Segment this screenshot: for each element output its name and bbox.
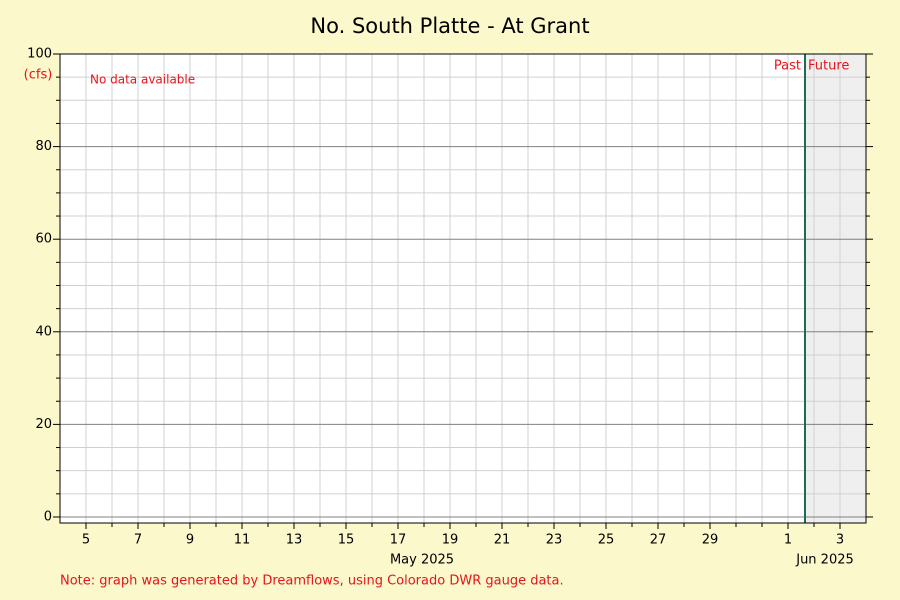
month-label: Jun 2025 bbox=[795, 553, 854, 568]
future-label: Future bbox=[808, 59, 849, 74]
past-label: Past bbox=[774, 59, 801, 74]
y-tick-label: 40 bbox=[35, 324, 52, 339]
x-tick-label: 11 bbox=[234, 533, 251, 548]
x-tick-label: 3 bbox=[836, 533, 844, 548]
y-unit-label: (cfs) bbox=[24, 68, 53, 83]
month-label: May 2025 bbox=[390, 553, 454, 568]
x-tick-label: 13 bbox=[286, 533, 303, 548]
y-tick-label: 100 bbox=[27, 47, 52, 62]
x-tick-label: 5 bbox=[82, 533, 90, 548]
y-tick-label: 0 bbox=[44, 509, 52, 524]
x-tick-label: 9 bbox=[186, 533, 194, 548]
x-tick-label: 15 bbox=[338, 533, 355, 548]
no-data-message: No data available bbox=[90, 73, 195, 87]
x-tick-label: 23 bbox=[546, 533, 563, 548]
x-tick-label: 29 bbox=[702, 533, 719, 548]
x-tick-label: 17 bbox=[390, 533, 407, 548]
x-tick-label: 7 bbox=[134, 533, 142, 548]
y-tick-label: 80 bbox=[35, 139, 52, 154]
x-tick-label: 27 bbox=[650, 533, 667, 548]
future-region bbox=[805, 54, 866, 523]
plot-frame bbox=[59, 53, 867, 524]
x-tick-label: 21 bbox=[494, 533, 511, 548]
x-tick-label: 25 bbox=[598, 533, 615, 548]
x-tick-label: 1 bbox=[784, 533, 792, 548]
note: Note: graph was generated by Dreamflows,… bbox=[60, 574, 564, 589]
y-tick-label: 20 bbox=[35, 417, 52, 432]
x-tick-label: 19 bbox=[442, 533, 459, 548]
chart-title: No. South Platte - At Grant bbox=[310, 14, 589, 38]
plot-area bbox=[60, 54, 866, 523]
y-tick-label: 60 bbox=[35, 232, 52, 247]
